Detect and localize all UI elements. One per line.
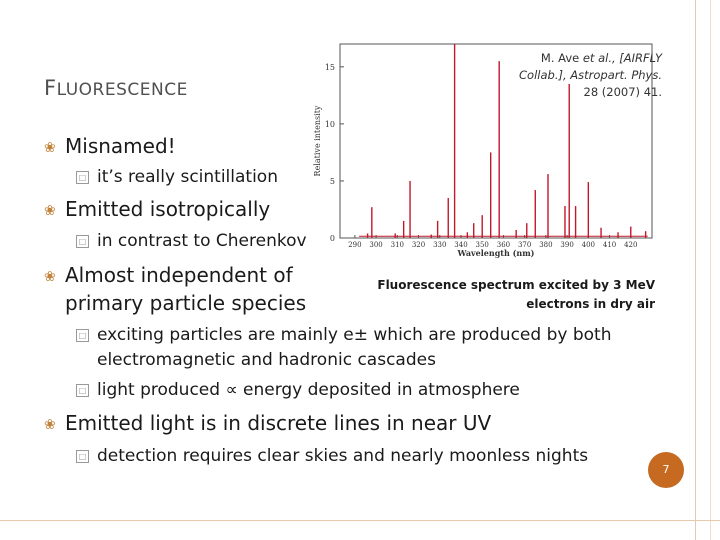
- decorative-border-right-outer: [710, 0, 711, 540]
- sub-bullet-text: electromagnetic and hadronic cascades: [97, 350, 436, 370]
- x-tick-label: 420: [624, 241, 637, 249]
- slide-title: FLUORESCENCE: [44, 76, 188, 100]
- decorative-border-right: [695, 0, 696, 540]
- x-tick-label: 320: [412, 241, 425, 249]
- sub-bullet-text: it’s really scintillation: [97, 167, 278, 187]
- x-tick-label: 400: [582, 241, 595, 249]
- x-tick-label: 330: [433, 241, 446, 249]
- x-axis-label: Wavelength (nm): [457, 248, 535, 258]
- x-tick-label: 380: [539, 241, 552, 249]
- square-bullet-icon: □: [76, 329, 89, 342]
- square-bullet-icon: □: [76, 171, 89, 184]
- sub-bullet-text: detection requires clear skies and nearl…: [97, 446, 589, 466]
- x-tick-label: 290: [348, 241, 361, 249]
- y-tick-label: 0: [330, 234, 335, 243]
- citation-text: M. Ave: [540, 51, 583, 65]
- spectrum-chart: 0 5 10 15 290 300 310 320 330 340 350 360 370 380 390 4…: [313, 43, 653, 258]
- x-tick-label: 310: [391, 241, 404, 249]
- flower-bullet-icon: ❀: [44, 417, 56, 433]
- bullet-text: Almost independent of: [65, 263, 293, 287]
- x-tick-label: 360: [497, 241, 510, 249]
- x-tick-label: 340: [454, 241, 467, 249]
- bullet-text: Emitted isotropically: [65, 197, 271, 221]
- figure-caption: Fluorescence spectrum excited by 3 MeV e…: [350, 276, 655, 314]
- spectrum-figure: 0 5 10 15 290 300 310 320 330 340 350 360 370 380 390 4…: [310, 40, 662, 272]
- x-tick-label: 370: [518, 241, 531, 249]
- citation-text: Collab.], Astropart. Phys.: [519, 68, 662, 82]
- citation-text: 28 (2007) 41.: [583, 85, 662, 99]
- y-tick-label: 10: [325, 120, 335, 129]
- sub-bullet-text: light produced ∝ energy deposited in atm…: [97, 380, 520, 400]
- y-tick-label: 5: [330, 177, 335, 186]
- flower-bullet-icon: ❀: [44, 269, 56, 285]
- page-number: 7: [648, 452, 684, 488]
- caption-line: Fluorescence spectrum excited by 3 MeV: [377, 278, 655, 292]
- decorative-border-bottom: [0, 520, 720, 521]
- square-bullet-icon: □: [76, 450, 89, 463]
- x-tick-label: 350: [476, 241, 489, 249]
- x-tick-label: 390: [560, 241, 573, 249]
- sub-bullet-text: exciting particles are mainly e± which a…: [97, 325, 612, 345]
- sub-bullet-text: in contrast to Cherenkov: [97, 231, 307, 251]
- x-tick-label: 410: [603, 241, 616, 249]
- square-bullet-icon: □: [76, 235, 89, 248]
- y-tick-label: 15: [325, 63, 335, 72]
- plot-frame: [339, 43, 653, 239]
- bullet-text: primary particle species: [65, 291, 307, 315]
- citation-text: et al., [AIRFLY: [582, 51, 662, 65]
- x-tick-label: 300: [369, 241, 382, 249]
- bullet-text: Misnamed!: [65, 134, 176, 158]
- square-bullet-icon: □: [76, 384, 89, 397]
- flower-bullet-icon: ❀: [44, 203, 56, 219]
- caption-line: electrons in dry air: [526, 297, 655, 311]
- flower-bullet-icon: ❀: [44, 140, 56, 156]
- figure-citation: M. Ave et al., [AIRFLY Collab.], Astropa…: [519, 50, 662, 101]
- y-axis-label: Relative intensity: [313, 105, 322, 176]
- bullet-text: Emitted light is in discrete lines in ne…: [65, 411, 492, 435]
